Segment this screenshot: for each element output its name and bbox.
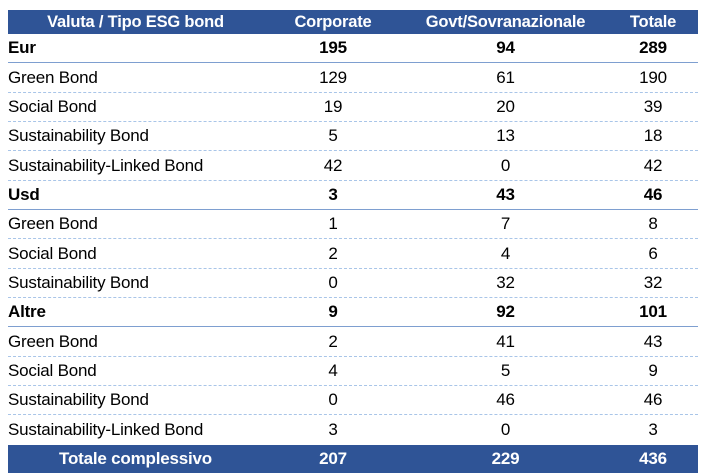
row-label: Eur	[8, 38, 36, 58]
cell-corporate: 129	[319, 67, 347, 87]
cell-corporate: 9	[328, 302, 338, 322]
table-row: Sustainability-Linked Bond 42 0 42	[8, 151, 698, 181]
table-row: Altre 9 92 101	[8, 298, 698, 328]
cell-totale: 9	[648, 360, 658, 380]
cell-govt: 13	[496, 126, 515, 146]
esg-bond-table: Valuta / Tipo ESG bond Corporate Govt/So…	[8, 10, 698, 473]
cell-corporate: 195	[319, 38, 347, 58]
cell-corporate: 2	[328, 331, 338, 351]
table-row: Social Bond 2 4 6	[8, 239, 698, 269]
row-label: Social Bond	[8, 360, 97, 380]
column-header-totale: Totale	[629, 12, 677, 31]
row-label: Usd	[8, 184, 40, 204]
cell-corporate: 4	[328, 360, 338, 380]
table-row: Green Bond 129 61 190	[8, 63, 698, 93]
cell-govt: 0	[500, 155, 511, 175]
column-header-govt-sovranazionale: Govt/Sovranazionale	[425, 12, 586, 31]
footer-total-corporate: 207	[319, 448, 347, 468]
table-row: Social Bond 4 5 9	[8, 357, 698, 387]
row-label: Sustainability-Linked Bond	[8, 155, 204, 175]
cell-corporate: 42	[323, 155, 343, 175]
row-label: Sustainability-Linked Bond	[8, 420, 204, 440]
cell-totale: 18	[643, 126, 663, 146]
cell-corporate: 2	[328, 243, 338, 263]
column-header-corporate: Corporate	[294, 12, 372, 31]
cell-govt: 4	[500, 243, 511, 263]
cell-corporate: 3	[328, 420, 338, 440]
table-row: Eur 195 94 289	[8, 34, 698, 64]
cell-totale: 46	[643, 184, 663, 204]
table-footer-row: Totale complessivo 207 229 436	[8, 444, 698, 473]
cell-totale: 46	[643, 390, 663, 410]
cell-corporate: 5	[328, 126, 338, 146]
table-row: Usd 3 43 46	[8, 181, 698, 211]
cell-govt: 0	[500, 420, 511, 440]
cell-totale: 3	[648, 420, 658, 440]
table-row: Social Bond 19 20 39	[8, 93, 698, 123]
table-row: Sustainability Bond 0 32 32	[8, 269, 698, 299]
cell-totale: 8	[648, 214, 658, 234]
column-header-valuta-tipo: Valuta / Tipo ESG bond	[47, 12, 224, 31]
table-header-row: Valuta / Tipo ESG bond Corporate Govt/So…	[8, 10, 698, 34]
row-label: Social Bond	[8, 96, 97, 116]
cell-totale: 6	[648, 243, 658, 263]
cell-totale: 101	[639, 302, 667, 322]
row-label: Altre	[8, 302, 46, 322]
row-label: Sustainability Bond	[8, 390, 149, 410]
footer-total-govt: 229	[491, 448, 520, 468]
table-row: Sustainability-Linked Bond 3 0 3	[8, 415, 698, 444]
cell-govt: 41	[496, 331, 515, 351]
cell-govt: 61	[496, 67, 515, 87]
row-label: Green Bond	[8, 214, 98, 234]
cell-corporate: 0	[328, 390, 338, 410]
table-row: Green Bond 1 7 8	[8, 210, 698, 240]
row-label: Green Bond	[8, 331, 98, 351]
cell-govt: 94	[496, 38, 515, 58]
cell-corporate: 19	[323, 96, 343, 116]
cell-govt: 20	[496, 96, 515, 116]
footer-total-totale: 436	[639, 448, 667, 468]
table-body: Eur 195 94 289 Green Bond 129 61 190 Soc…	[8, 34, 698, 445]
table-row: Sustainability Bond 0 46 46	[8, 386, 698, 416]
table-row: Green Bond 2 41 43	[8, 327, 698, 357]
cell-totale: 32	[643, 272, 663, 292]
row-label: Social Bond	[8, 243, 97, 263]
cell-totale: 190	[639, 67, 667, 87]
cell-corporate: 1	[328, 214, 338, 234]
cell-govt: 32	[496, 272, 515, 292]
cell-corporate: 3	[328, 184, 338, 204]
row-label: Sustainability Bond	[8, 126, 149, 146]
cell-govt: 5	[500, 360, 511, 380]
table-row: Sustainability Bond 5 13 18	[8, 122, 698, 152]
row-label: Sustainability Bond	[8, 272, 149, 292]
cell-totale: 289	[639, 38, 667, 58]
cell-govt: 92	[496, 302, 515, 322]
footer-label: Totale complessivo	[59, 448, 212, 468]
cell-totale: 39	[643, 96, 663, 116]
row-label: Green Bond	[8, 67, 98, 87]
cell-govt: 7	[500, 214, 511, 234]
cell-govt: 43	[496, 184, 515, 204]
cell-corporate: 0	[328, 272, 338, 292]
cell-totale: 42	[643, 155, 663, 175]
cell-govt: 46	[496, 390, 515, 410]
cell-totale: 43	[643, 331, 663, 351]
